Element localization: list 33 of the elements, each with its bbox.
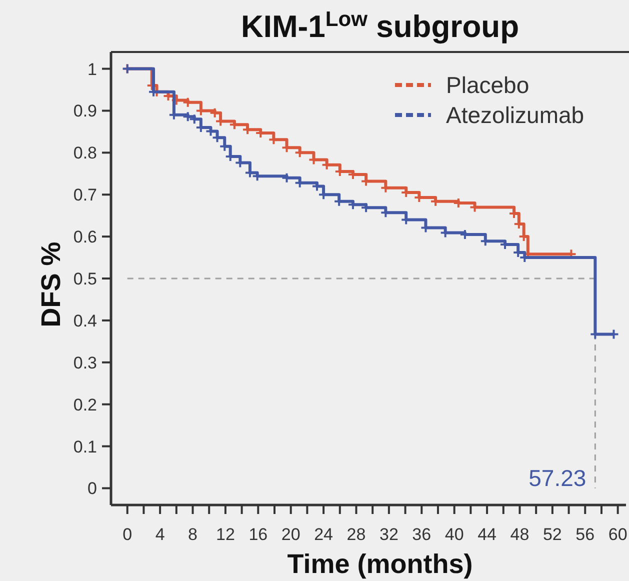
x-tick-label: 60 xyxy=(608,525,628,544)
y-axis-title: DFS % xyxy=(36,242,66,328)
x-tick-label: 32 xyxy=(379,525,398,544)
x-tick-label: 28 xyxy=(346,525,366,544)
x-tick-label: 36 xyxy=(412,525,432,544)
x-tick-label: 12 xyxy=(216,525,235,544)
ref-line-label: 57.23 xyxy=(528,465,586,492)
y-tick-label: 0.2 xyxy=(73,395,97,414)
x-tick-label: 20 xyxy=(281,525,300,544)
y-tick-label: 0.4 xyxy=(73,311,97,330)
x-axis-title: Time (months) xyxy=(287,549,473,579)
y-tick-label: 0 xyxy=(88,479,97,498)
x-tick-label: 52 xyxy=(542,525,562,544)
legend-label: Atezolizumab xyxy=(446,102,584,128)
x-tick-label: 8 xyxy=(188,525,198,544)
y-tick-label: 0.8 xyxy=(73,144,97,163)
y-tick-label: 0.9 xyxy=(73,102,97,121)
legend-label: Placebo xyxy=(446,72,530,98)
y-tick-label: 1 xyxy=(88,60,97,79)
y-tick-label: 0.3 xyxy=(73,353,97,372)
x-tick-label: 24 xyxy=(314,525,333,544)
chart-title: KIM-1$^{Low}$ subgroup xyxy=(240,8,520,44)
x-tick-label: 44 xyxy=(478,525,496,544)
x-tick-label: 56 xyxy=(576,525,595,544)
y-tick-label: 0.1 xyxy=(73,437,97,456)
x-tick-label: 16 xyxy=(248,525,268,544)
x-tick-label: 48 xyxy=(510,525,530,544)
y-tick-label: 0.5 xyxy=(73,270,97,288)
y-tick-label: 0.6 xyxy=(73,228,97,247)
x-tick-label: 0 xyxy=(122,525,132,544)
x-tick-label: 40 xyxy=(444,525,464,544)
x-tick-label: 4 xyxy=(155,525,165,544)
y-tick-label: 0.7 xyxy=(73,186,97,205)
